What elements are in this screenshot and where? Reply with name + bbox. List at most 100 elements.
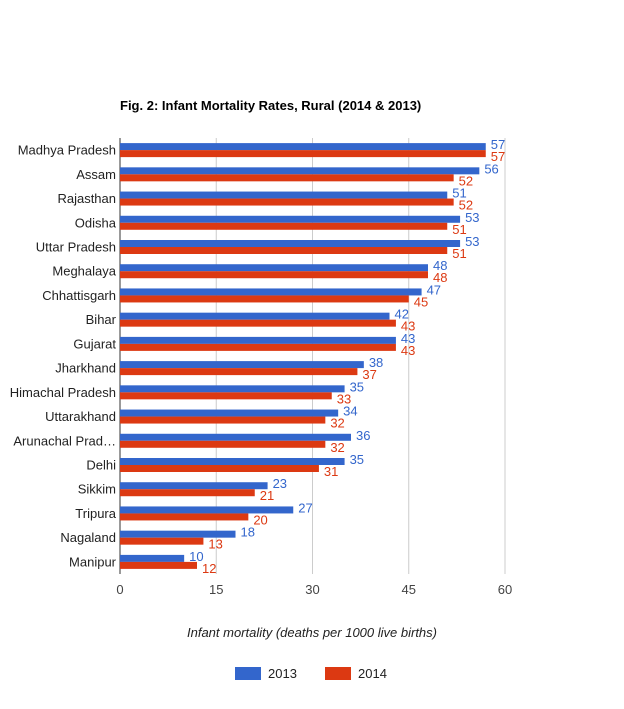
bar-2014[interactable] [120, 561, 197, 569]
data-label-2014: 32 [330, 416, 344, 431]
category-label: Sikkim [78, 482, 116, 497]
bar-2014[interactable] [120, 271, 428, 279]
bar-2014[interactable] [120, 319, 396, 327]
category-labels: Madhya Pradesh Assam Rajasthan Odisha Uttar … [10, 143, 117, 570]
bars: 5757565251525351535148484745424343433837… [120, 137, 505, 576]
bar-2014[interactable] [120, 489, 255, 497]
category-label: Madhya Pradesh [18, 143, 116, 158]
bar-2013[interactable] [120, 530, 236, 538]
data-label-2014: 33 [337, 391, 351, 406]
bar-2014[interactable] [120, 440, 326, 448]
chart-title: Fig. 2: Infant Mortality Rates, Rural (2… [120, 98, 421, 113]
bar-2014[interactable] [120, 368, 358, 376]
bar-2013[interactable] [120, 336, 396, 344]
legend-swatch[interactable] [325, 667, 351, 680]
category-label: Jharkhand [55, 361, 116, 376]
legend-swatch[interactable] [235, 667, 261, 680]
data-label-2013: 36 [356, 428, 370, 443]
category-label: Odisha [75, 215, 117, 230]
bar-2013[interactable] [120, 143, 486, 151]
category-label: Nagaland [60, 530, 116, 545]
bar-2013[interactable] [120, 264, 428, 272]
data-label-2014: 45 [414, 294, 428, 309]
bar-2013[interactable] [120, 409, 339, 417]
data-label-2013: 48 [433, 258, 447, 273]
data-label-2013: 51 [452, 186, 466, 201]
data-label-2013: 18 [241, 525, 255, 540]
x-tick-labels: 0 15 30 45 60 [116, 582, 512, 597]
bar-2014[interactable] [120, 537, 204, 545]
data-label-2013: 57 [491, 137, 505, 152]
category-label: Arunachal Prad… [13, 433, 116, 448]
data-label-2014: 52 [459, 198, 473, 213]
category-label: Bihar [86, 312, 117, 327]
data-label-2013: 34 [343, 404, 357, 419]
x-axis-label: Infant mortality (deaths per 1000 live b… [187, 625, 437, 640]
category-label: Rajasthan [57, 191, 116, 206]
data-label-2013: 47 [427, 282, 441, 297]
bar-2013[interactable] [120, 385, 345, 393]
bar-2013[interactable] [120, 506, 294, 514]
bar-2014[interactable] [120, 222, 448, 230]
data-label-2013: 35 [350, 452, 364, 467]
category-label: Himachal Pradesh [10, 385, 116, 400]
data-label-2014: 37 [362, 367, 376, 382]
bar-2014[interactable] [120, 513, 249, 521]
data-label-2014: 51 [452, 222, 466, 237]
bar-2013[interactable] [120, 554, 185, 562]
bar-2013[interactable] [120, 361, 364, 369]
category-label: Meghalaya [52, 264, 116, 279]
bar-2013[interactable] [120, 458, 345, 465]
bar-2014[interactable] [120, 150, 486, 158]
data-label-2013: 43 [401, 331, 415, 346]
data-label-2014: 13 [208, 537, 222, 552]
data-label-2014: 51 [452, 246, 466, 261]
data-label-2014: 52 [459, 173, 473, 188]
category-label: Uttar Pradesh [36, 240, 116, 255]
x-tick-label: 30 [305, 582, 319, 597]
legend[interactable]: 2013 2014 [235, 666, 387, 681]
bar-2013[interactable] [120, 312, 390, 320]
category-label: Tripura [75, 506, 116, 521]
bar-2014[interactable] [120, 247, 448, 254]
data-label-2014: 21 [260, 488, 274, 503]
category-label: Chhattisgarh [42, 288, 116, 303]
bar-2013[interactable] [120, 433, 351, 441]
bar-2014[interactable] [120, 465, 319, 472]
category-label: Manipur [69, 554, 117, 569]
data-label-2014: 20 [253, 512, 267, 527]
data-label-2013: 23 [273, 476, 287, 491]
legend-label[interactable]: 2014 [358, 666, 387, 681]
gridlines [119, 138, 506, 574]
category-label: Gujarat [73, 336, 116, 351]
bar-2013[interactable] [120, 167, 480, 175]
data-label-2013: 38 [369, 355, 383, 370]
data-label-2013: 53 [465, 210, 479, 225]
legend-label[interactable]: 2013 [268, 666, 297, 681]
x-tick-label: 15 [209, 582, 223, 597]
bar-2014[interactable] [120, 174, 454, 182]
data-label-2013: 27 [298, 500, 312, 515]
bar-2013[interactable] [120, 482, 268, 490]
data-label-2014: 32 [330, 440, 344, 455]
data-label-2014: 43 [401, 343, 415, 358]
bar-2014[interactable] [120, 198, 454, 206]
bar-2014[interactable] [120, 416, 326, 424]
data-label-2014: 12 [202, 561, 216, 576]
bar-2014[interactable] [120, 392, 332, 400]
category-label: Delhi [86, 458, 116, 473]
bar-2013[interactable] [120, 191, 448, 199]
data-label-2014: 31 [324, 464, 338, 479]
x-tick-label: 45 [402, 582, 416, 597]
data-label-2014: 43 [401, 319, 415, 334]
bar-2013[interactable] [120, 215, 461, 223]
bar-2013[interactable] [120, 240, 461, 247]
bar-2014[interactable] [120, 295, 409, 303]
bar-2014[interactable] [120, 343, 396, 351]
data-label-2014: 57 [491, 149, 505, 164]
data-label-2013: 35 [350, 379, 364, 394]
category-label: Uttarakhand [45, 409, 116, 424]
bar-2013[interactable] [120, 288, 422, 296]
category-label: Assam [76, 167, 116, 182]
